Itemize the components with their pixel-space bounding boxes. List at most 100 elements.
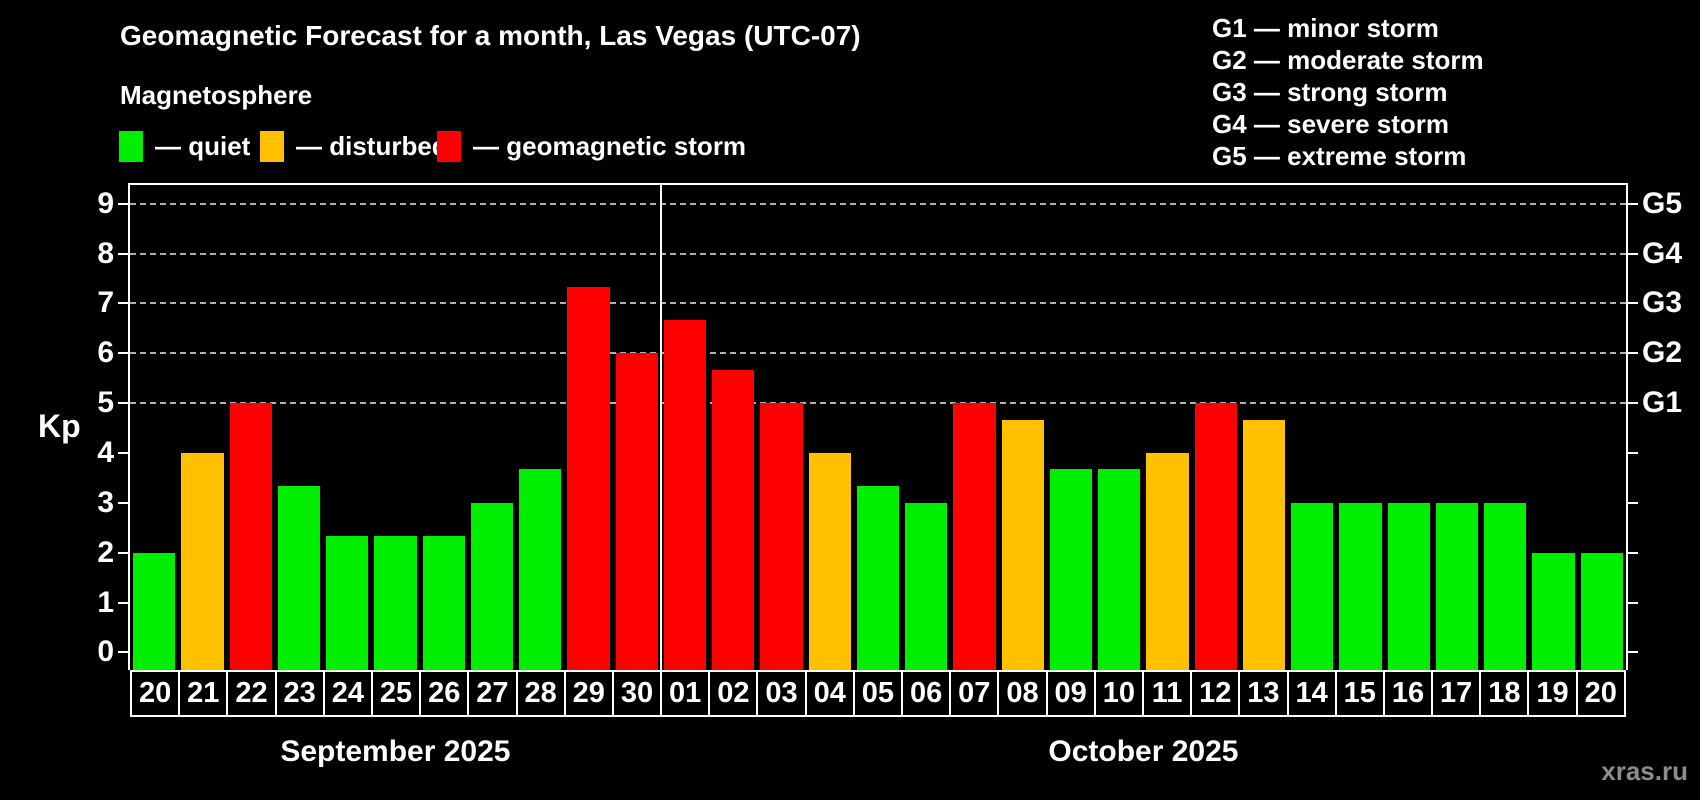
day-label-08-m1: 08	[997, 670, 1048, 717]
y-tick-left-1	[118, 601, 130, 604]
y-tick-right-5	[1626, 402, 1638, 405]
day-label-28-m0: 28	[515, 670, 566, 717]
y-axis-label: Kp	[38, 408, 81, 444]
kp-bar-day-16-m1	[1387, 502, 1430, 670]
g-scale-legend: G1 — minor storm G2 — moderate storm G3 — …	[1212, 12, 1484, 172]
day-label-01-m1: 01	[660, 670, 711, 717]
day-label-11-m1: 11	[1141, 670, 1193, 717]
kp-bar-day-25-m0	[374, 536, 417, 670]
y-tick-left-0	[118, 651, 130, 654]
y-tick-right-6	[1626, 352, 1638, 355]
kp-bar-day-23-m0	[277, 486, 321, 670]
y-tick-left-7	[118, 302, 130, 305]
y-tick-right-2	[1626, 551, 1638, 554]
g-scale-line-3: G3 — strong storm	[1212, 77, 1448, 107]
day-label-06-m1: 06	[901, 670, 952, 717]
day-label-14-m1: 14	[1286, 670, 1337, 717]
gridline-kp5	[130, 402, 1626, 405]
kp-bar-day-28-m0	[519, 469, 562, 670]
magnetosphere-label: Magnetosphere	[120, 80, 313, 110]
y-tick-right-3	[1626, 501, 1638, 504]
y-tick-label-6: 6	[97, 336, 114, 370]
kp-bar-day-21-m0	[181, 453, 224, 670]
kp-bar-day-20-m1	[1580, 552, 1623, 670]
kp-bar-day-18-m1	[1484, 502, 1527, 670]
y-tick-left-6	[118, 352, 130, 355]
legend-label-storm: — geomagnetic storm	[473, 131, 747, 161]
x-axis-day-row: 20 21 22 23 24 25 26 27 28 29 30 01 02 03 04 05 06 07 08 09…	[130, 670, 1626, 717]
y-tick-left-8	[118, 252, 130, 255]
day-label-07-m1: 07	[949, 670, 1000, 717]
y-tick-left-3	[118, 501, 130, 504]
month-label-0: September 2025	[280, 735, 511, 768]
y-tick-label-7: 7	[97, 286, 114, 320]
day-label-03-m1: 03	[756, 670, 807, 717]
kp-bar-day-05-m1	[856, 486, 900, 670]
day-label-05-m1: 05	[852, 670, 903, 717]
day-label-24-m0: 24	[322, 670, 373, 717]
y-tick-left-4	[118, 452, 130, 454]
kp-bar-day-13-m1	[1242, 419, 1286, 670]
kp-bar-day-12-m1	[1194, 403, 1237, 670]
legend-swatch-quiet	[119, 131, 143, 162]
y-tick-right-0	[1626, 651, 1638, 654]
legend-item-storm: — geomagnetic storm	[437, 131, 746, 162]
y-tick-right-9	[1626, 202, 1638, 205]
day-label-04-m1: 04	[804, 670, 855, 717]
kp-bar-day-30-m0	[615, 353, 658, 670]
legend-swatch-disturbed	[260, 131, 284, 162]
y-tick-label-8: 8	[97, 236, 114, 270]
y-tick-left-5	[118, 402, 130, 405]
day-label-20-m1: 20	[1575, 670, 1626, 717]
kp-bar-day-19-m1	[1532, 552, 1575, 670]
right-axis-label-g1: G1	[1642, 386, 1683, 420]
kp-bar-day-10-m1	[1098, 469, 1141, 670]
kp-bar-day-24-m0	[326, 536, 369, 670]
kp-bar-day-29-m0	[567, 287, 610, 670]
kp-bar-day-08-m1	[1001, 419, 1044, 670]
kp-bar-day-17-m1	[1435, 502, 1479, 670]
g-scale-line-2: G2 — moderate storm	[1212, 45, 1484, 75]
day-label-16-m1: 16	[1382, 670, 1434, 717]
gridline-kp8	[130, 252, 1626, 255]
y-tick-label-2: 2	[97, 535, 114, 569]
plot-border-top	[128, 183, 1628, 185]
y-tick-right-8	[1626, 252, 1638, 255]
day-label-15-m1: 15	[1334, 670, 1385, 717]
kp-bar-day-02-m1	[712, 369, 755, 670]
legend-label-quiet: — quiet	[155, 131, 251, 161]
month-separator	[659, 183, 662, 670]
day-label-10-m1: 10	[1093, 670, 1144, 717]
right-axis-label-g5: G5	[1642, 186, 1683, 220]
kp-bar-day-27-m0	[470, 502, 514, 670]
chart-title: Geomagnetic Forecast for a month, Las Ve…	[120, 20, 861, 51]
plot-border-left	[128, 183, 130, 670]
kp-bar-day-04-m1	[808, 453, 851, 670]
day-label-23-m0: 23	[274, 670, 325, 717]
kp-bar-day-07-m1	[953, 403, 996, 670]
day-label-18-m1: 18	[1479, 670, 1530, 717]
kp-bar-day-06-m1	[905, 502, 948, 670]
kp-bar-day-26-m0	[422, 536, 465, 670]
kp-bar-day-01-m1	[663, 319, 707, 670]
y-tick-right-7	[1626, 302, 1638, 305]
day-label-13-m1: 13	[1238, 670, 1289, 717]
plot-border-right	[1626, 183, 1628, 670]
right-axis-label-g3: G3	[1642, 286, 1683, 320]
y-tick-right-1	[1626, 601, 1638, 604]
legend-swatch-storm	[437, 131, 461, 162]
magnetosphere-legend: — quiet — disturbed — geomagnetic storm	[119, 131, 919, 165]
month-label-1: October 2025	[1048, 735, 1239, 768]
day-label-20-m0: 20	[130, 670, 181, 717]
right-axis-label-g2: G2	[1642, 336, 1683, 370]
kp-bar-day-09-m1	[1049, 469, 1093, 670]
watermark: xras.ru	[1601, 756, 1688, 786]
kp-bar-day-14-m1	[1291, 502, 1334, 670]
g-scale-line-1: G1 — minor storm	[1212, 13, 1439, 43]
kp-bar-day-11-m1	[1146, 453, 1189, 670]
day-label-26-m0: 26	[419, 670, 470, 717]
kp-bar-day-15-m1	[1339, 502, 1382, 670]
g-scale-line-4: G4 — severe storm	[1212, 109, 1450, 139]
y-tick-label-9: 9	[97, 186, 114, 220]
